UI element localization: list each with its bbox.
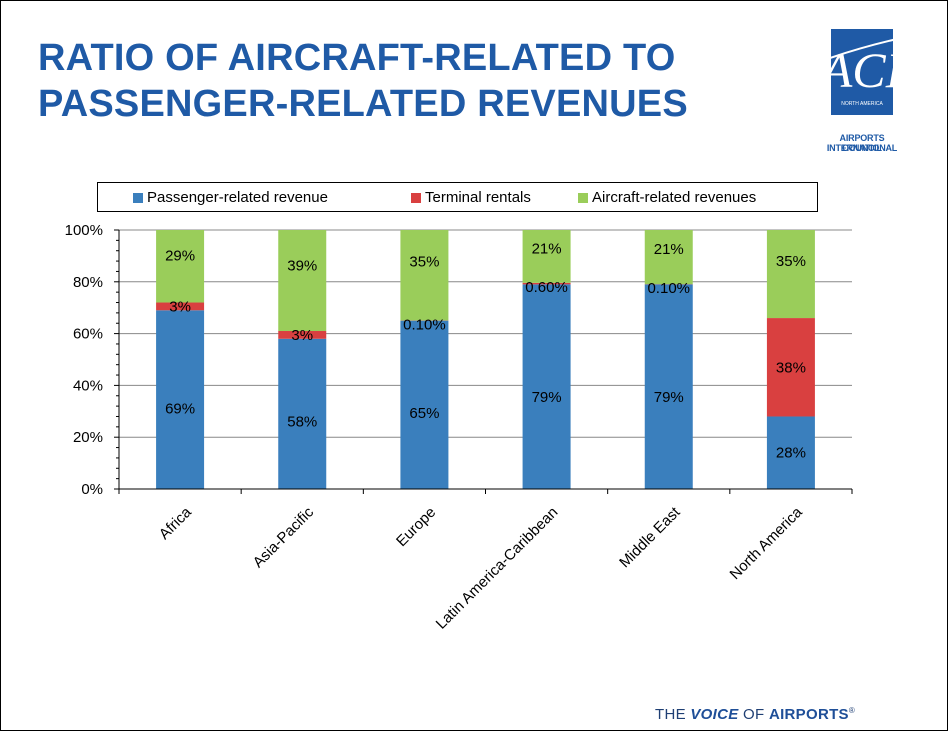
chart-legend: Passenger-related revenue Terminal renta… <box>97 182 818 212</box>
y-tick-label: 60% <box>73 326 103 343</box>
bar-segment <box>400 320 449 489</box>
y-tick-label: 80% <box>73 274 103 291</box>
data-label: 0.10% <box>403 316 446 333</box>
legend-swatch-terminal <box>411 193 421 203</box>
logo-org-line-1: AIRPORTS COUNCIL <box>839 133 885 153</box>
bar-segment <box>400 230 449 321</box>
logo-small-text: NORTH AMERICA <box>841 101 883 107</box>
aci-logo: ACI NORTH AMERICA AIRPORTS COUNCIL INTER… <box>819 29 905 153</box>
legend-label-aircraft: Aircraft-related revenues <box>592 189 757 206</box>
data-label: 21% <box>654 241 684 258</box>
legend-label-passenger: Passenger-related revenue <box>147 189 328 206</box>
bar-segment <box>522 282 571 285</box>
footer-prefix: THE <box>655 706 691 723</box>
data-label: 65% <box>409 405 439 422</box>
bar-segment <box>522 230 571 283</box>
data-label: 3% <box>169 299 191 316</box>
bar-segment <box>522 284 571 489</box>
x-category-label: North America <box>727 503 807 583</box>
legend-item-terminal: Terminal rentals <box>411 189 531 206</box>
bar-segment <box>766 416 815 489</box>
bar-segment <box>278 331 327 339</box>
bar-segment <box>766 230 815 319</box>
x-category-label: Africa <box>156 503 196 543</box>
data-label: 0.10% <box>647 280 690 297</box>
x-category-label: Latin America-Caribbean <box>433 504 562 633</box>
bar-segment <box>156 230 205 303</box>
y-tick-label: 0% <box>81 481 103 498</box>
data-label: 58% <box>287 413 317 430</box>
data-label: 28% <box>776 445 806 462</box>
data-label: 3% <box>291 327 313 344</box>
data-label: 69% <box>165 401 195 418</box>
bar-segment <box>766 318 815 417</box>
footer-middle: OF <box>738 706 769 723</box>
bar-segment <box>278 338 327 489</box>
x-category-label: Europe <box>393 504 439 550</box>
y-tick-label: 40% <box>73 377 103 394</box>
data-label: 39% <box>287 257 317 274</box>
x-category-label: Asia-Pacific <box>250 503 318 571</box>
y-tick-label: 100% <box>65 222 103 239</box>
data-label: 79% <box>532 389 562 406</box>
title-line-1: RATIO OF AIRCRAFT-RELATED TO <box>38 37 676 79</box>
bar-segment <box>644 284 693 489</box>
legend-label-terminal: Terminal rentals <box>425 189 531 206</box>
bar-segment <box>644 230 693 285</box>
logo-mark-text: ACI <box>831 42 893 98</box>
legend-swatch-passenger <box>133 193 143 203</box>
footer-mark: ® <box>848 706 856 715</box>
footer-tagline: THE VOICE OF AIRPORTS® <box>655 706 855 723</box>
legend-swatch-aircraft <box>578 193 588 203</box>
data-label: 0.60% <box>525 279 568 296</box>
logo-org-line-2: INTERNATIONAL <box>826 143 898 153</box>
slide-title: RATIO OF AIRCRAFT-RELATED TO PASSENGER-R… <box>38 35 688 127</box>
data-label: 35% <box>776 253 806 270</box>
data-label: 35% <box>409 254 439 271</box>
y-tick-label: 20% <box>73 429 103 446</box>
aci-logo-mark: ACI NORTH AMERICA <box>831 29 893 115</box>
x-category-label: Middle East <box>616 503 684 571</box>
legend-item-passenger: Passenger-related revenue <box>133 189 328 206</box>
bar-segment <box>156 302 205 311</box>
title-line-2: PASSENGER-RELATED REVENUES <box>38 83 688 125</box>
footer-emphasis: VOICE <box>690 706 739 723</box>
footer-brand: AIRPORTS <box>768 706 849 723</box>
bar-segment <box>156 310 205 489</box>
data-label: 38% <box>776 359 806 376</box>
data-label: 79% <box>654 389 684 406</box>
data-label: 29% <box>165 247 195 264</box>
legend-item-aircraft: Aircraft-related revenues <box>578 189 757 206</box>
data-label: 21% <box>532 240 562 257</box>
bar-segment <box>278 230 327 332</box>
